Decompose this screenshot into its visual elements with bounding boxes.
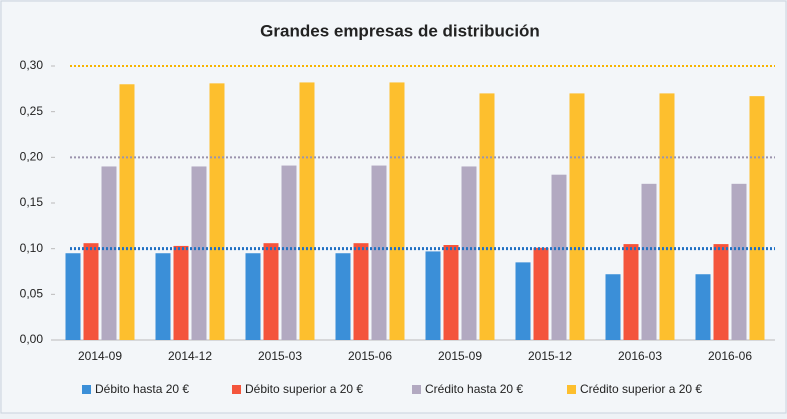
legend-label: Débito hasta 20 € — [95, 382, 189, 396]
legend-label: Crédito hasta 20 € — [425, 382, 523, 396]
bar — [263, 243, 279, 340]
bar — [623, 244, 639, 340]
x-tick-label: 2015-12 — [528, 349, 572, 363]
y-tick-label: 0,25 — [20, 104, 44, 118]
bar — [461, 166, 477, 340]
x-tick-label: 2016-06 — [708, 349, 752, 363]
bar — [173, 245, 189, 340]
bar — [155, 253, 171, 340]
x-tick-label: 2015-09 — [438, 349, 482, 363]
legend-swatch — [82, 385, 91, 394]
bar — [569, 93, 585, 341]
x-tick-label: 2014-12 — [168, 349, 212, 363]
legend-label: Crédito superior a 20 € — [580, 382, 702, 396]
x-tick-label: 2015-06 — [348, 349, 392, 363]
bar — [119, 84, 135, 341]
bar — [83, 243, 99, 340]
legend-label: Débito superior a 20 € — [245, 382, 363, 396]
bar — [605, 274, 621, 340]
x-tick-label: 2014-09 — [78, 349, 122, 363]
bar — [443, 245, 459, 340]
bar — [299, 82, 315, 340]
x-tick-label: 2015-03 — [258, 349, 302, 363]
bar — [731, 183, 747, 340]
bar — [533, 247, 549, 340]
y-tick-label: 0,05 — [20, 287, 44, 301]
bar — [551, 174, 567, 340]
legend-swatch — [412, 385, 421, 394]
bar — [713, 244, 729, 340]
bar — [659, 93, 675, 341]
bar — [749, 96, 765, 340]
legend-swatch — [232, 385, 241, 394]
bar — [65, 253, 81, 340]
y-tick-label: 0,20 — [20, 150, 44, 164]
y-tick-label: 0,10 — [20, 241, 44, 255]
bar — [371, 165, 387, 340]
legend-swatch — [567, 385, 576, 394]
bar — [281, 165, 297, 340]
bar — [245, 253, 261, 340]
y-tick-label: 0,30 — [20, 58, 44, 72]
bar — [695, 274, 711, 340]
bar — [101, 166, 117, 340]
bar — [335, 253, 351, 340]
bar — [191, 166, 207, 340]
bar — [425, 251, 441, 340]
x-tick-label: 2016-03 — [618, 349, 662, 363]
y-tick-label: 0,15 — [20, 195, 44, 209]
bar — [353, 243, 369, 340]
y-tick-label: 0,00 — [20, 332, 44, 346]
bar — [389, 82, 405, 340]
bar — [515, 262, 531, 340]
bar — [209, 83, 225, 340]
chart-title: Grandes empresas de distribución — [260, 21, 540, 40]
bar — [641, 183, 657, 340]
bar — [479, 93, 495, 341]
